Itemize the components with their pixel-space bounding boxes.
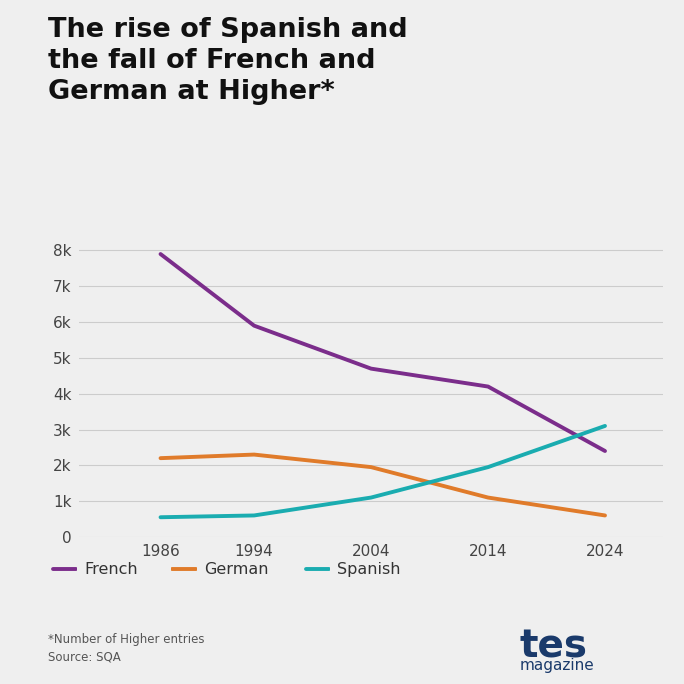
Text: German: German [204,562,268,577]
Text: tes: tes [520,628,588,666]
Text: Spanish: Spanish [337,562,401,577]
Text: French: French [84,562,137,577]
Text: magazine: magazine [520,658,594,673]
Text: *Number of Higher entries
Source: SQA: *Number of Higher entries Source: SQA [48,633,205,663]
Text: The rise of Spanish and
the fall of French and
German at Higher*: The rise of Spanish and the fall of Fren… [48,17,408,105]
